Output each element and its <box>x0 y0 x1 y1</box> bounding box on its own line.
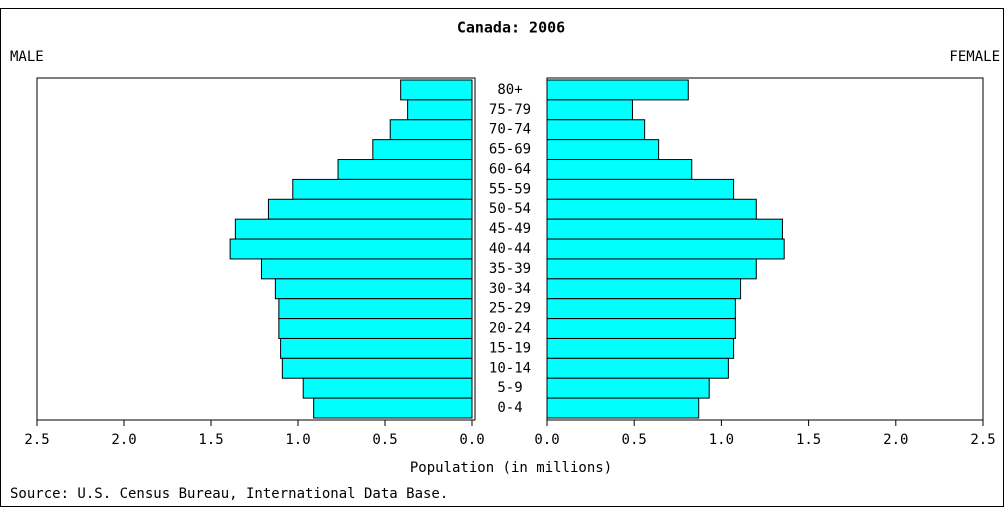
x-tick-label: 1.0 <box>709 432 734 448</box>
bar <box>546 278 742 300</box>
bar <box>302 377 473 399</box>
male-label: MALE <box>10 49 44 65</box>
category-label: 25-29 <box>489 301 531 317</box>
x-tick-label: 2.0 <box>883 432 908 448</box>
bar <box>546 357 729 379</box>
bar <box>278 298 473 320</box>
bar <box>260 258 473 280</box>
bar <box>281 357 473 379</box>
x-tick-label: 1.5 <box>198 432 223 448</box>
x-tick-label: 2.5 <box>970 432 995 448</box>
bar <box>267 198 473 220</box>
bar <box>546 198 757 220</box>
x-axis-label: Population (in millions) <box>410 460 612 476</box>
x-tick-label: 0.0 <box>459 432 484 448</box>
frame <box>0 8 1004 507</box>
category-label: 55-59 <box>489 181 531 197</box>
bar <box>546 218 783 240</box>
bar <box>372 139 473 161</box>
source: Source: U.S. Census Bureau, Internationa… <box>10 486 448 502</box>
category-label: 80+ <box>497 82 522 98</box>
category-label: 50-54 <box>489 201 531 217</box>
category-label: 5-9 <box>497 380 522 396</box>
bar <box>546 99 633 121</box>
bar <box>546 318 736 339</box>
x-tick-label: 0.5 <box>372 432 397 448</box>
bar <box>389 119 473 141</box>
x-tick-label: 0.0 <box>534 432 559 448</box>
bar <box>546 178 735 200</box>
bar <box>546 397 700 419</box>
category-label: 15-19 <box>489 340 531 356</box>
category-label: 75-79 <box>489 102 531 118</box>
bar <box>280 337 473 359</box>
female-label: FEMALE <box>949 49 1000 65</box>
bar <box>234 218 473 240</box>
bar <box>546 238 785 260</box>
bar <box>229 238 473 260</box>
bar <box>546 298 736 320</box>
category-label: 65-69 <box>489 142 531 158</box>
category-label: 70-74 <box>489 122 531 138</box>
x-tick-label: 1.0 <box>285 432 310 448</box>
bar <box>546 79 689 101</box>
bar <box>292 178 473 200</box>
bar <box>313 397 473 419</box>
plot-frame-left <box>36 77 476 421</box>
x-tick-label: 2.5 <box>24 432 49 448</box>
bar <box>546 139 660 161</box>
category-label: 35-39 <box>489 261 531 277</box>
category-label: 40-44 <box>489 241 531 257</box>
bar <box>278 318 473 339</box>
category-label: 0-4 <box>497 400 522 416</box>
category-label: 10-14 <box>489 360 531 376</box>
category-label: 30-34 <box>489 281 531 297</box>
bar <box>337 159 473 180</box>
bar <box>546 258 757 280</box>
bar <box>274 278 473 300</box>
x-tick-label: 0.5 <box>622 432 647 448</box>
bar <box>546 159 693 180</box>
x-tick-label: 1.5 <box>796 432 821 448</box>
bar <box>546 377 710 399</box>
bar <box>407 99 473 121</box>
category-label: 20-24 <box>489 321 531 337</box>
bar <box>400 79 473 101</box>
bar <box>546 119 646 141</box>
x-tick-label: 2.0 <box>111 432 136 448</box>
chart-title: Canada: 2006 <box>457 19 565 37</box>
category-label: 60-64 <box>489 161 531 177</box>
category-label: 45-49 <box>489 221 531 237</box>
bar <box>546 337 735 359</box>
